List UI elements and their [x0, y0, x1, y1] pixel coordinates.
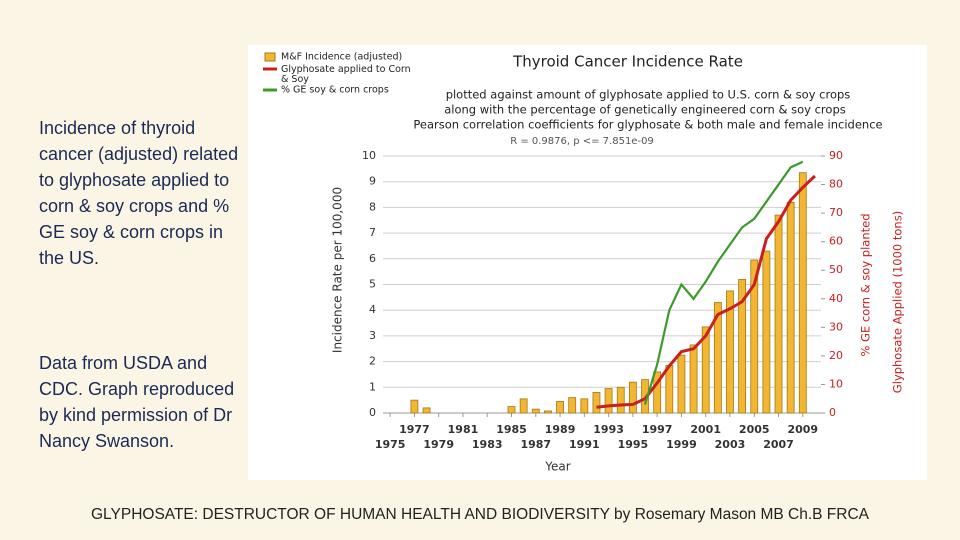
x-tick-label: 2003: [715, 438, 746, 451]
bar: [422, 407, 431, 414]
y-tick-label: 2: [369, 355, 376, 368]
x-tick-label: 1999: [666, 438, 697, 451]
chart-subtitle: R = 0.9876, p <= 7.851e-09: [510, 136, 654, 147]
bar: [713, 302, 722, 414]
chart-subtitle: plotted against amount of glyphosate app…: [446, 88, 851, 102]
y-tick-label: 9: [369, 175, 376, 188]
bar: [604, 388, 613, 414]
y-tick-label: 4: [369, 303, 376, 316]
x-tick-label: 2005: [739, 423, 770, 436]
bar: [786, 201, 795, 414]
x-tick-label: 2001: [690, 423, 721, 436]
x-tick-label: 1995: [618, 438, 649, 451]
y2-tick-label: 90: [829, 149, 843, 162]
x-tick-label: 1979: [423, 438, 454, 451]
y2-tick-label: 80: [829, 178, 843, 191]
bar: [556, 401, 564, 414]
y-axis-label: Incidence Rate per 100,000: [331, 187, 345, 353]
bar: [774, 214, 783, 414]
bar: [738, 278, 747, 414]
y-tick-label: 0: [369, 406, 376, 419]
bar: [762, 250, 771, 414]
bar: [653, 371, 662, 414]
x-tick-label: 1987: [520, 438, 551, 451]
x-tick-label: 1981: [448, 423, 479, 436]
legend-swatch: [264, 52, 276, 62]
bar: [592, 392, 601, 414]
legend-label: M&F Incidence (adjusted): [281, 52, 402, 63]
x-tick-label: 1997: [642, 423, 673, 436]
x-tick-label: 1983: [472, 438, 503, 451]
x-tick-label: 1977: [399, 423, 430, 436]
y2-tick-label: 20: [829, 349, 843, 362]
y-tick-label: 1: [369, 380, 376, 393]
y2-tick-label: 40: [829, 292, 843, 305]
legend-label: Glyphosate applied to Corn & Soy: [281, 64, 411, 85]
bar: [628, 381, 637, 414]
bar: [580, 398, 589, 414]
bar: [519, 398, 528, 414]
y-tick-label: 3: [369, 329, 376, 342]
bar: [677, 354, 686, 414]
x-tick-label: 1975: [375, 438, 406, 451]
bar: [507, 406, 516, 414]
y2-tick-label: 60: [829, 235, 843, 248]
line: [643, 160, 804, 405]
y2-tick-label: 10: [829, 377, 843, 390]
bar: [531, 408, 540, 414]
y-tick-label: 8: [369, 200, 376, 213]
chart-subtitle: Pearson correlation coefficients for gly…: [413, 118, 882, 132]
source-note: Data from USDA and CDC. Graph reproduced…: [39, 353, 235, 451]
x-axis-label: Year: [544, 460, 570, 474]
bar: [701, 326, 710, 414]
x-tick-label: 1991: [569, 438, 600, 451]
y-tick-label: 7: [369, 226, 376, 239]
x-tick-label: 2009: [787, 423, 818, 436]
chart: Thyroid Cancer Incidence Rate plotted ag…: [248, 45, 927, 480]
bar: [616, 386, 625, 414]
y2-tick-label: 30: [829, 320, 843, 333]
chart-subtitle: along with the percentage of genetically…: [444, 103, 846, 117]
y-tick-label: 10: [362, 149, 376, 162]
bar: [568, 397, 577, 414]
y2-axis-label: Glyphosate Applied (1000 tons): [891, 211, 905, 393]
x-tick-label: 1993: [593, 423, 624, 436]
bar: [544, 410, 552, 414]
bar: [665, 365, 674, 414]
x-tick-label: 1989: [545, 423, 576, 436]
bar: [689, 344, 698, 414]
y2-tick-label: 50: [829, 263, 843, 276]
x-tick-label: 2007: [763, 438, 794, 451]
bar: [410, 399, 419, 414]
y2-tick-label: 70: [829, 206, 843, 219]
y-tick-label: 5: [369, 278, 376, 291]
chart-title: Thyroid Cancer Incidence Rate: [512, 53, 743, 71]
bar: [798, 172, 807, 414]
y2-tick-label: 0: [829, 406, 836, 419]
description: Incidence of thyroid cancer (adjusted) r…: [39, 118, 239, 268]
y2-axis-label: % GE corn & soy planted: [859, 213, 873, 356]
line: [596, 174, 816, 409]
footer: GLYPHOSATE: DESTRUCTOR OF HUMAN HEALTH A…: [90, 506, 870, 523]
bar: [750, 259, 759, 414]
bar: [726, 290, 734, 414]
x-tick-label: 1985: [496, 423, 527, 436]
legend-label: % GE soy & corn crops: [281, 85, 389, 96]
y-tick-label: 6: [369, 252, 376, 265]
